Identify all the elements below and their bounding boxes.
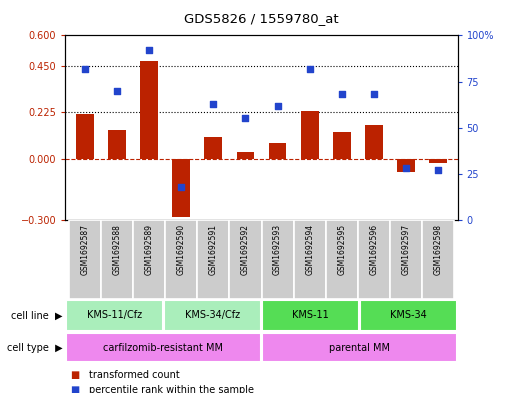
Bar [230,220,262,299]
Text: GSM1692597: GSM1692597 [402,224,411,275]
Text: GSM1692589: GSM1692589 [144,224,153,275]
Point [274,103,282,109]
Point [370,91,378,97]
Bar [390,220,422,299]
Bar [360,300,457,331]
Text: percentile rank within the sample: percentile rank within the sample [89,385,254,393]
Bar [429,158,447,163]
Text: KMS-11: KMS-11 [292,310,329,320]
Bar [293,220,326,299]
Point [177,184,185,190]
Bar [101,220,133,299]
Text: GSM1692594: GSM1692594 [305,224,314,275]
Text: GDS5826 / 1559780_at: GDS5826 / 1559780_at [184,12,339,25]
Text: KMS-34: KMS-34 [390,310,427,320]
Text: ■: ■ [71,385,80,393]
Bar [69,220,101,299]
Text: ■: ■ [71,370,80,380]
Text: KMS-11/Cfz: KMS-11/Cfz [87,310,142,320]
Bar [326,220,358,299]
Text: GSM1692595: GSM1692595 [337,224,346,275]
Text: transformed count: transformed count [89,370,180,380]
Text: GSM1692587: GSM1692587 [80,224,89,275]
Bar [140,61,158,158]
Bar [422,220,454,299]
Text: carfilzomib-resistant MM: carfilzomib-resistant MM [104,343,223,353]
Bar [301,111,319,158]
Bar [397,158,415,172]
Text: GSM1692592: GSM1692592 [241,224,250,275]
Bar [262,300,359,331]
Bar [262,333,457,362]
Bar [262,220,293,299]
Point [241,116,249,122]
Text: GSM1692596: GSM1692596 [370,224,379,275]
Text: GSM1692598: GSM1692598 [434,224,443,275]
Bar [66,333,261,362]
Bar [236,152,254,158]
Text: KMS-34/Cfz: KMS-34/Cfz [185,310,240,320]
Bar [269,143,287,158]
Bar [333,132,351,158]
Bar [133,220,165,299]
Bar [358,220,390,299]
Point [402,165,411,171]
Bar [165,220,197,299]
Point [209,101,218,107]
Bar [172,158,190,217]
Point [81,66,89,72]
Text: cell line  ▶: cell line ▶ [12,310,63,320]
Bar [66,300,163,331]
Point [434,167,442,173]
Point [305,66,314,72]
Bar [108,130,126,158]
Text: cell type  ▶: cell type ▶ [7,343,63,353]
Text: GSM1692590: GSM1692590 [177,224,186,275]
Bar [197,220,230,299]
Bar [164,300,261,331]
Text: parental MM: parental MM [329,343,390,353]
Bar [76,114,94,158]
Point [338,91,346,97]
Bar [204,137,222,158]
Text: GSM1692591: GSM1692591 [209,224,218,275]
Point [145,47,153,53]
Point [112,88,121,94]
Bar [365,125,383,158]
Text: GSM1692593: GSM1692593 [273,224,282,275]
Text: GSM1692588: GSM1692588 [112,224,121,275]
